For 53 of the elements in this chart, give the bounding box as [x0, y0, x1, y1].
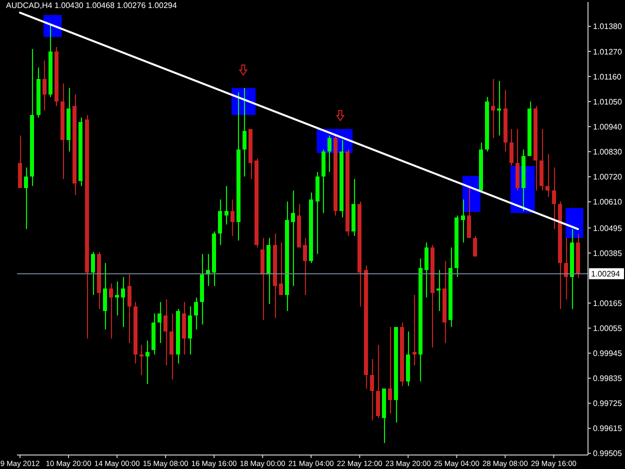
y-tick-label: 1.00610: [593, 198, 622, 207]
y-tick-label: 0.99835: [593, 374, 622, 384]
candlestick: [509, 128, 514, 166]
y-tick-label: 1.01380: [593, 22, 622, 32]
candlestick: [188, 306, 192, 355]
y-tick-label: 1.01050: [593, 97, 622, 106]
y-tick-label: 1.00830: [593, 147, 622, 156]
chart-title: AUDCAD,H4 1.00430 1.00468 1.00276 1.00294: [6, 1, 177, 11]
candlestick: [242, 87, 246, 178]
candlestick: [327, 135, 332, 173]
candlestick: [564, 238, 568, 300]
y-tick-label: 0.99615: [593, 424, 622, 434]
candlestick: [546, 153, 550, 198]
candlestick: [460, 198, 465, 244]
candlestick: [230, 198, 234, 236]
candlestick: [102, 262, 107, 330]
candlestick: [303, 238, 308, 296]
candlestick: [145, 340, 150, 384]
candlestick: [170, 312, 174, 380]
candlestick: [224, 185, 228, 226]
candlestick: [127, 274, 132, 344]
candlestick: [121, 276, 126, 328]
candlestick: [370, 358, 374, 421]
candlestick: [424, 242, 428, 298]
candlestick: [466, 185, 471, 239]
y-tick-label: 1.01160: [593, 72, 622, 82]
candlestick: [218, 198, 222, 246]
candlestick: [158, 301, 162, 344]
candlestick: [472, 235, 477, 257]
candlestick: [115, 280, 120, 316]
candlestick: [290, 190, 295, 287]
candlestick: [278, 242, 283, 296]
y-tick-label: 1.00720: [593, 172, 622, 182]
candlestick: [24, 167, 28, 230]
y-tick-label: 0.99945: [593, 349, 622, 358]
y-tick-label: 0.99505: [593, 449, 622, 458]
candlestick: [412, 294, 416, 366]
ref-line-label: 1.00294: [591, 270, 620, 279]
y-tick-label: 1.00165: [593, 298, 622, 308]
candlestick: [90, 251, 95, 296]
y-tick-label: 1.00495: [593, 224, 622, 233]
candlestick: [388, 326, 392, 414]
candlestick: [552, 167, 556, 230]
y-tick-label: 1.00385: [593, 248, 622, 258]
candlestick: [164, 299, 168, 366]
y-tick-label: 1.00055: [593, 324, 622, 333]
candlestick: [491, 78, 496, 138]
y-tick-label: 1.00940: [593, 122, 622, 132]
candlestick: [109, 283, 114, 339]
candlestick: [42, 60, 46, 112]
candlestick: [194, 296, 198, 330]
y-tick-label: 0.99725: [593, 399, 622, 408]
y-tick-label: 1.01270: [593, 47, 622, 56]
